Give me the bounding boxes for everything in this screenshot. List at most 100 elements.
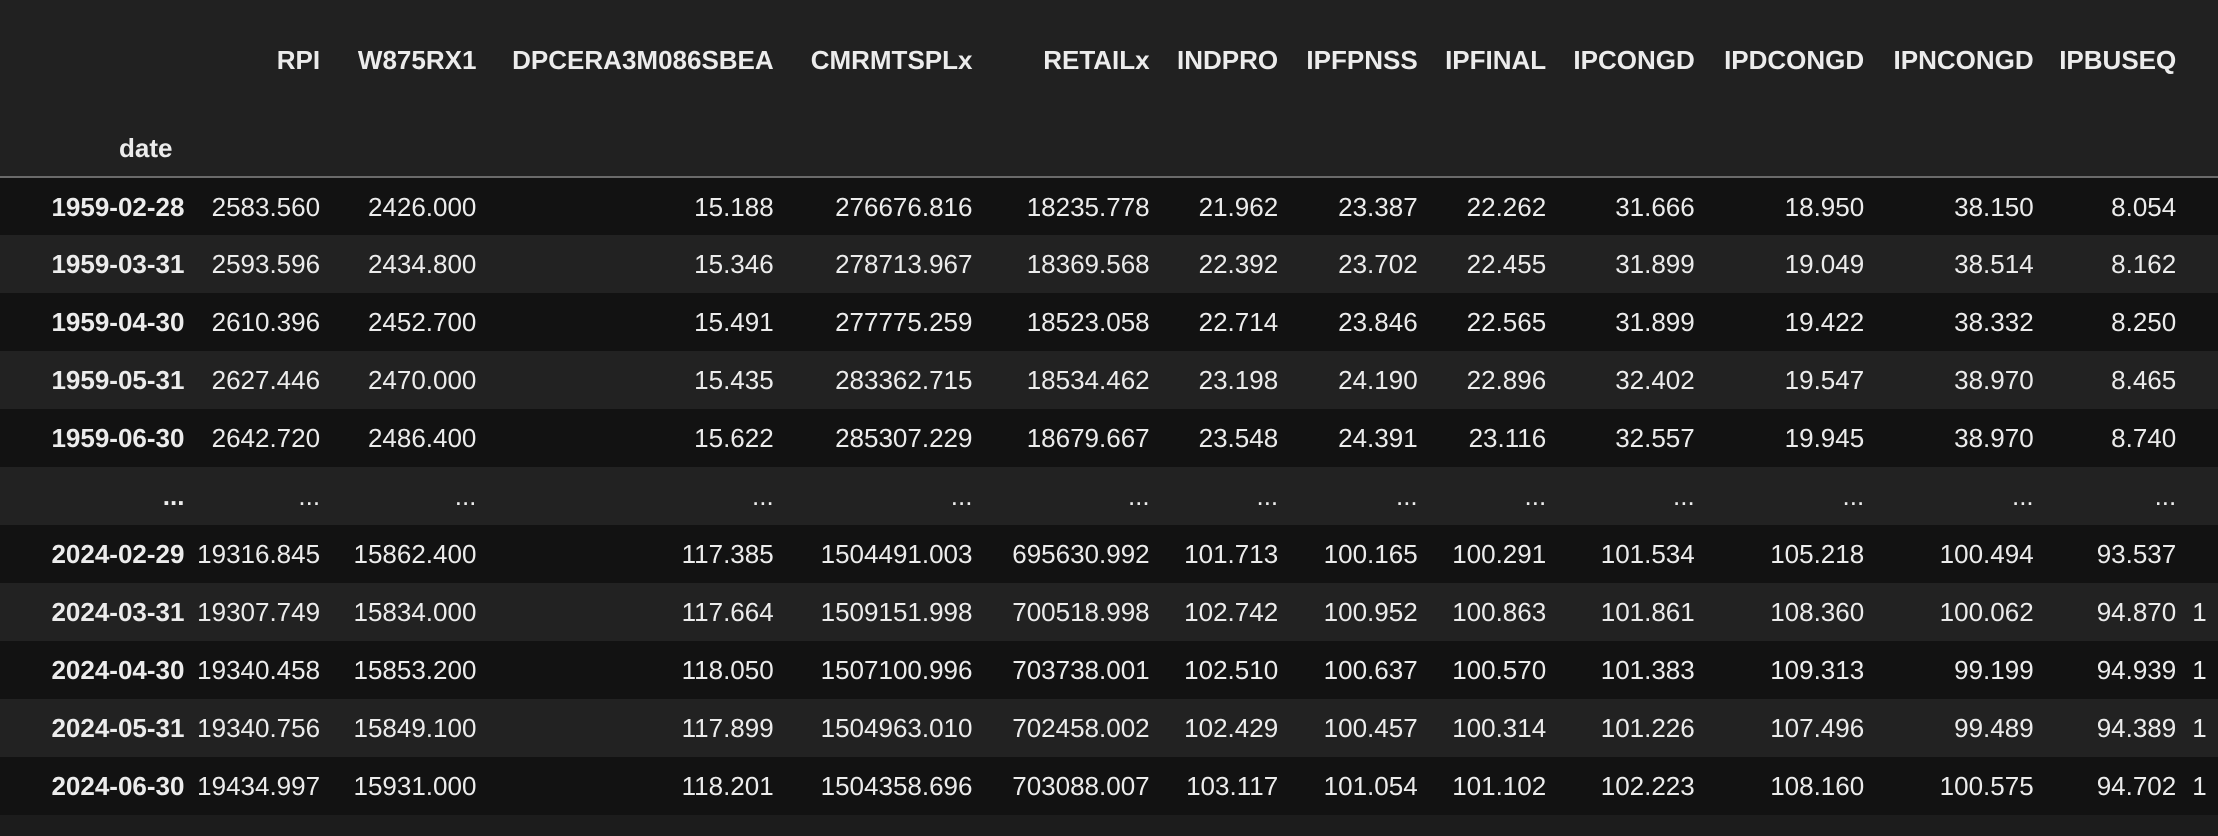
table-cell: 100.637: [1323, 655, 1418, 685]
table-cell: 2452.700: [367, 307, 477, 337]
table-cell: 8.465: [2111, 365, 2177, 395]
table-cell: 18235.778: [1026, 191, 1150, 222]
table-cell: 1504963.010: [820, 713, 973, 743]
column-header: W875RX1: [357, 45, 477, 75]
table-cell: 101.102: [1452, 771, 1547, 801]
table-cell: 15849.100: [353, 713, 477, 743]
table-cell: 31.899: [1615, 307, 1695, 337]
table-cell: 100.165: [1323, 539, 1418, 569]
table-row: 1959-02-28 2583.560 2426.000 15.188 276676.8…: [0, 177, 2218, 235]
table-cell: 117.664: [681, 597, 774, 627]
table-cell: ...: [1524, 481, 1547, 511]
row-index: 2024-03-31: [51, 597, 185, 627]
table-cell: 15862.400: [353, 539, 477, 569]
table-cell: 2470.000: [367, 365, 477, 395]
table-cell: 23.387: [1338, 191, 1418, 222]
table-cell: ...: [950, 481, 973, 511]
column-header: IPBUSEQ: [2059, 45, 2177, 75]
table-cell: 102.742: [1184, 597, 1279, 627]
table-cell: 100.291: [1452, 539, 1547, 569]
table-cell: 100.457: [1323, 713, 1418, 743]
row-index: 2024-06-30: [51, 771, 185, 801]
table-cell: 19434.997: [197, 771, 321, 801]
table-cell: 94.870: [2096, 597, 2177, 627]
table-cell: 118.050: [681, 655, 774, 685]
table-cell: 101.534: [1600, 539, 1695, 569]
table-cell: 15931.000: [353, 771, 477, 801]
column-header: RPI: [276, 45, 321, 75]
table-cell: 2486.400: [367, 423, 477, 453]
table-cell: 8.740: [2111, 423, 2177, 453]
overflow-cell: 1: [2192, 655, 2207, 685]
table-cell: 117.385: [681, 539, 774, 569]
table-cell: 1509151.998: [820, 597, 973, 627]
table-cell: 93.537: [2096, 539, 2177, 569]
index-name: date: [0, 120, 185, 178]
table-cell: 2583.560: [211, 191, 321, 222]
table-row: 1959-06-30 2642.720 2486.400 15.622 285307.2…: [0, 409, 2218, 467]
table-cell: 94.939: [2096, 655, 2177, 685]
table-cell: 23.548: [1198, 423, 1279, 453]
column-header: IPNCONGD: [1893, 45, 2034, 75]
table-cell: 38.970: [1954, 423, 2034, 453]
table-cell: 99.199: [1954, 655, 2034, 685]
table-cell: 32.402: [1615, 365, 1695, 395]
column-header: CMRMTSPLx: [810, 45, 973, 75]
table-cell: 38.332: [1954, 307, 2034, 337]
table-cell: 15.435: [694, 365, 774, 395]
table-cell: 108.160: [1770, 771, 1865, 801]
table-cell: 15834.000: [353, 597, 477, 627]
row-index: 1959-06-30: [51, 423, 185, 453]
table-cell: 107.496: [1770, 713, 1865, 743]
table-cell: 18369.568: [1026, 249, 1150, 279]
table-cell: 695630.992: [1012, 539, 1150, 569]
column-header: RETAILx: [1043, 45, 1150, 75]
table-cell: 23.702: [1338, 249, 1418, 279]
table-cell: 283362.715: [835, 365, 973, 395]
table-cell: 22.565: [1466, 307, 1547, 337]
table-cell: 100.314: [1452, 713, 1547, 743]
table-cell: 108.360: [1770, 597, 1865, 627]
table-cell: 38.514: [1954, 249, 2034, 279]
table-cell: 19307.749: [197, 597, 321, 627]
table-cell: 8.162: [2111, 249, 2177, 279]
table-cell: 2627.446: [211, 365, 321, 395]
table-cell: 100.575: [1939, 771, 2034, 801]
table-cell: 703738.001: [1012, 655, 1150, 685]
table-cell: 2593.596: [211, 249, 321, 279]
table-cell: 117.899: [681, 713, 774, 743]
table-cell: 102.223: [1600, 771, 1695, 801]
table-cell: 18.950: [1784, 191, 1865, 222]
table-cell: 102.429: [1184, 713, 1279, 743]
table-cell: ...: [1673, 481, 1695, 511]
table-cell: 18534.462: [1026, 365, 1150, 395]
table-cell: 8.054: [2111, 191, 2177, 222]
table-cell: 18523.058: [1026, 307, 1150, 337]
table-cell: 38.150: [1954, 191, 2034, 222]
table-cell: 1507100.996: [820, 655, 973, 685]
overflow-cell: [2188, 467, 2218, 525]
table-cell: 19340.458: [197, 655, 321, 685]
overflow-cell: [2188, 235, 2218, 293]
overflow-cell: [2188, 293, 2218, 351]
column-header: IPFPNSS: [1306, 45, 1418, 75]
row-index: 2024-04-30: [51, 655, 185, 685]
table-cell: 22.896: [1466, 365, 1547, 395]
table-cell: 100.863: [1452, 597, 1547, 627]
table-cell: 19.049: [1784, 249, 1865, 279]
corner-cell: [0, 0, 184, 120]
table-cell: ...: [1127, 481, 1150, 511]
table-cell: 24.190: [1338, 365, 1418, 395]
table-cell: ...: [1256, 481, 1279, 511]
table-cell: 94.389: [2096, 713, 2177, 743]
table-cell: 101.861: [1600, 597, 1695, 627]
table-cell: 2642.720: [211, 423, 321, 453]
overflow-cell: [2188, 351, 2218, 409]
table-cell: 101.226: [1600, 713, 1695, 743]
table-cell: 278713.967: [835, 249, 973, 279]
column-header-row: RPI W875RX1 DPCERA3M086SBEA CMRMTSPLx RE…: [0, 0, 2218, 120]
overflow-cell: 1: [2192, 597, 2207, 627]
table-cell: 19.422: [1784, 307, 1865, 337]
table-cell: 32.557: [1615, 423, 1695, 453]
